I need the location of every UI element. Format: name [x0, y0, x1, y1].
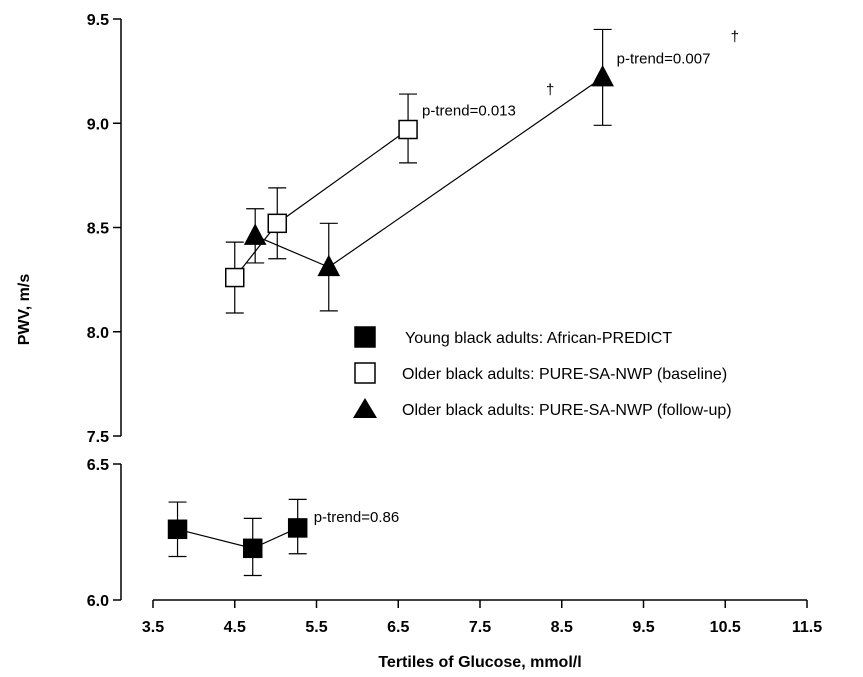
axes: 7.5 8.0 8.5 9.0 9.5 6.0 6.5 3.5 4.5 5.5 6.5 7.5 8.5 9… — [87, 12, 822, 636]
series-line — [234, 129, 409, 278]
x-tick-label: 4.5 — [224, 619, 246, 636]
y-tick-label: 9.0 — [87, 116, 109, 133]
data-point — [591, 64, 614, 87]
x-tick-label: 7.5 — [469, 619, 491, 636]
series-1: p-trend=0.013 † — [225, 82, 554, 314]
significance-mark: † — [731, 28, 739, 45]
y-tick-label: 7.5 — [87, 429, 109, 446]
x-tick-label: 8.5 — [551, 619, 573, 636]
x-tick-label: 6.5 — [387, 619, 409, 636]
y-tick-label: 6.0 — [87, 593, 109, 610]
legend-label: Young black adults: African-PREDICT — [405, 330, 672, 347]
data-point — [167, 519, 188, 540]
p-trend-annotation: p-trend=0.86 — [314, 509, 399, 526]
data-point — [225, 267, 245, 288]
data-point — [398, 119, 418, 140]
p-trend-annotation: p-trend=0.013 — [422, 103, 516, 120]
legend-marker — [353, 398, 377, 418]
data-point — [243, 223, 267, 245]
series-line — [177, 527, 298, 549]
significance-mark: † — [546, 82, 554, 99]
series-2: p-trend=0.007 † — [243, 28, 739, 312]
legend-marker — [354, 326, 376, 348]
x-tick-label: 11.5 — [792, 619, 822, 636]
data-point — [317, 254, 341, 277]
legend-item-2: Older black adults: PURE-SA-NWP (follow-… — [353, 398, 732, 419]
y-tick-label: 6.5 — [87, 457, 109, 474]
y-tick-label: 8.0 — [87, 325, 109, 342]
x-tick-label: 10.5 — [710, 619, 741, 636]
legend-label: Older black adults: PURE-SA-NWP (baselin… — [402, 366, 727, 383]
x-tick-label: 5.5 — [305, 619, 327, 636]
data-point — [267, 213, 288, 234]
data-point — [287, 518, 308, 538]
p-trend-annotation: p-trend=0.007 — [617, 50, 711, 67]
series-0: p-trend=0.86 — [167, 498, 399, 577]
data-point — [242, 538, 263, 559]
x-tick-label: 3.5 — [142, 619, 164, 636]
legend-item-1: Older black adults: PURE-SA-NWP (baselin… — [354, 362, 727, 384]
y-tick-label: 9.5 — [87, 12, 109, 29]
x-tick-label: 9.5 — [632, 619, 654, 636]
legend: Young black adults: African-PREDICT Older… — [353, 326, 732, 419]
legend-item-0: Young black adults: African-PREDICT — [354, 326, 672, 348]
series-layer: p-trend=0.86 p-trend=0.013 † p-trend=0.007 † — [167, 28, 739, 577]
legend-label: Older black adults: PURE-SA-NWP (follow-… — [402, 402, 732, 419]
y-axis-title: PWV, m/s — [16, 274, 33, 346]
y-tick-label: 8.5 — [87, 221, 109, 238]
legend-marker — [354, 362, 376, 384]
x-axis-title: Tertiles of Glucose, mmol/l — [378, 654, 581, 671]
